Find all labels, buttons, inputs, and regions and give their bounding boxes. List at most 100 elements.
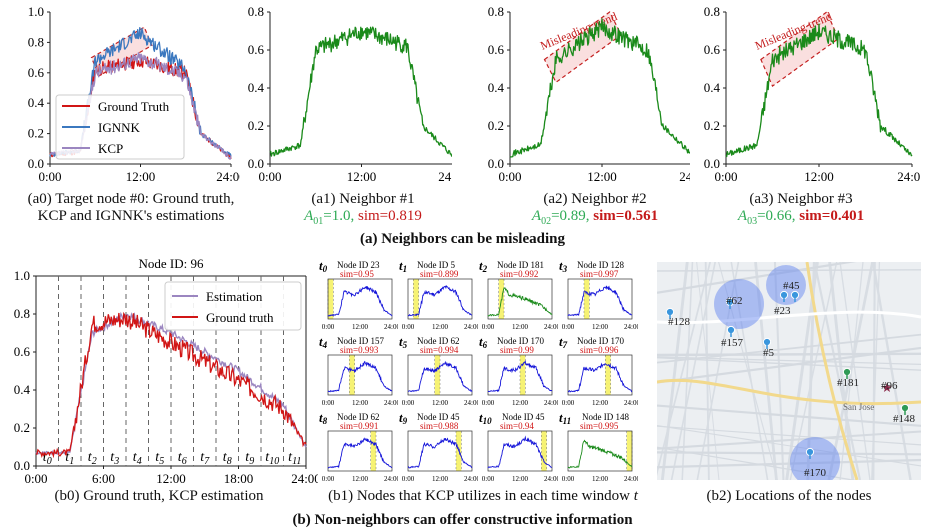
- mini-x-tick-label: 24:00: [624, 323, 638, 331]
- mini-window-label: t10: [479, 410, 492, 426]
- mini-window-label: t11: [559, 410, 571, 426]
- x-tick-label: 6:00: [92, 471, 115, 486]
- y-tick-label: 0.6: [704, 42, 721, 57]
- map-road: [828, 262, 855, 480]
- map-road: [839, 262, 871, 480]
- x-tick-label: 0:00: [38, 169, 61, 184]
- mini-sim: sim=0.991: [340, 421, 378, 431]
- axes: 0.0 0.2 0.4 0.6 0.8 0:00 12:00 24:00: [704, 4, 920, 184]
- window-label: t2: [88, 450, 97, 467]
- pin-label: #5: [763, 347, 775, 359]
- y-tick-label: 0.4: [14, 382, 31, 397]
- mini-node-id: Node ID 5: [417, 260, 455, 270]
- map-road: [657, 404, 921, 427]
- x-tick-label: 12:00: [347, 169, 377, 184]
- map-road: [657, 333, 921, 364]
- series-line-ground-truth: [35, 311, 307, 459]
- pin-label: #170: [804, 467, 827, 479]
- mini-frame: [327, 278, 393, 320]
- x-tick-label: 24:00: [897, 169, 920, 184]
- mini-x-tick-label: 24:00: [384, 399, 398, 407]
- pin-label: #157: [721, 337, 744, 349]
- pin-marker: [665, 307, 675, 317]
- y-tick-label: 0.2: [704, 118, 720, 133]
- mini-series: [408, 360, 473, 393]
- y-tick-label: 0.8: [14, 306, 30, 321]
- pin-label: #62: [726, 295, 743, 307]
- chart-a3: 0.00.20.40.60.80:0012:0024:00Misleading …: [704, 4, 920, 184]
- y-tick-label: 0.8: [248, 4, 264, 19]
- mini-frame: [567, 278, 633, 320]
- caption-b1: (b1) Nodes that KCP utilizes in each tim…: [328, 488, 638, 504]
- map-road: [657, 352, 921, 357]
- map-highway: [657, 310, 921, 325]
- mini-sim: sim=0.988: [420, 421, 459, 431]
- mini-sim: sim=0.94: [500, 421, 534, 431]
- y-tick-label: 0.4: [28, 95, 45, 110]
- mini-series: [487, 287, 553, 317]
- window-highlight: [370, 431, 376, 471]
- mini-node-id: Node ID 128: [577, 260, 624, 270]
- y-tick-label: 0.4: [704, 80, 721, 95]
- map-city-label: San Jose: [843, 402, 874, 412]
- pin-marker: [779, 290, 789, 300]
- mini-window-label: t2: [479, 258, 488, 274]
- pin-label: #23: [774, 305, 791, 317]
- x-tick-label: 24:00: [291, 471, 318, 486]
- mini-x-tick-label: 12:00: [432, 323, 448, 331]
- map-road: [813, 262, 862, 480]
- mini-node-id: Node ID 62: [337, 412, 380, 422]
- mini-x-tick-label: 0:00: [322, 323, 335, 331]
- window-label: t5: [155, 450, 164, 467]
- legend-label: Estimation: [206, 289, 263, 304]
- mini-x-tick-label: 0:00: [402, 323, 415, 331]
- pin-label: #45: [783, 280, 800, 292]
- mini-window-label: t8: [319, 410, 328, 426]
- x-tick-label: 12:00: [126, 169, 156, 184]
- caption-a1: (a1) Neighbor #1 A01=1.0, sim=0.819: [304, 191, 422, 227]
- mini-series: [567, 285, 632, 317]
- map-road: [872, 262, 876, 480]
- pin-marker: [805, 447, 815, 457]
- map-road: [657, 262, 857, 294]
- mini-x-tick-label: 24:00: [464, 399, 478, 407]
- mini-node-id: Node ID 23: [337, 260, 380, 270]
- caption-a2: (a2) Neighbor #2 A02=0.89, sim=0.561: [531, 191, 659, 227]
- map-road: [839, 262, 864, 480]
- window-label: t4: [133, 450, 142, 467]
- mini-x-tick-label: 0:00: [562, 399, 575, 407]
- mini-window-label: t5: [399, 334, 408, 350]
- y-tick-label: 1.0: [14, 268, 30, 283]
- mini-x-tick-label: 12:00: [592, 323, 608, 331]
- window-label: t6: [178, 450, 187, 467]
- map-road: [704, 262, 710, 480]
- y-tick-label: 1.0: [28, 4, 44, 19]
- mini-x-tick-label: 0:00: [562, 475, 575, 483]
- mini-sim: sim=0.995: [580, 421, 619, 431]
- y-tick-label: 0.4: [488, 80, 505, 95]
- mini-frame: [327, 430, 393, 472]
- mini-frame: [487, 354, 553, 396]
- pin-label: #181: [837, 377, 859, 389]
- mini-series: [487, 360, 553, 393]
- window-label: t0: [43, 450, 52, 467]
- y-tick-label: 0.0: [14, 458, 30, 473]
- map-road: [773, 262, 785, 480]
- y-tick-label: 0.8: [704, 4, 720, 19]
- mini-sim: sim=0.997: [580, 269, 619, 279]
- y-tick-label: 0.2: [248, 118, 264, 133]
- mini-series: [327, 437, 393, 469]
- mini-window-label: t3: [559, 258, 568, 274]
- x-tick-label: 12:00: [804, 169, 834, 184]
- axes: 0.0 0.2 0.4 0.6 0.8 1.0 0:00 12:00 24:00: [28, 4, 240, 184]
- mini-x-tick-label: 0:00: [482, 399, 495, 407]
- mini-x-tick-label: 0:00: [482, 475, 495, 483]
- window-label: t3: [110, 450, 119, 467]
- map-road: [789, 262, 838, 480]
- mini-series: [327, 360, 393, 393]
- window-highlight: [626, 431, 632, 471]
